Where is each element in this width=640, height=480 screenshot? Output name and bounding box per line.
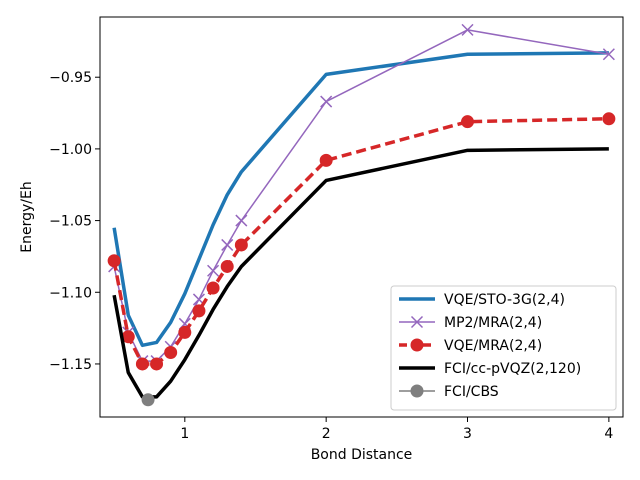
x-tick-label-3: 4 [604, 426, 613, 442]
data-point-vqe-mra-2-4-2 [135, 357, 149, 371]
data-point-vqe-mra-2-4-7 [206, 281, 220, 295]
legend-item-vqe-sto-3g-2-4: VQE/STO-3G(2,4) [399, 292, 565, 308]
legend-marker [410, 338, 424, 352]
data-point-vqe-mra-2-4-3 [150, 357, 164, 371]
y-tick-label-0: −1.15 [49, 357, 92, 373]
data-point-vqe-mra-2-4-6 [192, 304, 206, 318]
legend-label: FCI/CBS [444, 384, 499, 400]
data-point-vqe-mra-2-4-9 [234, 238, 248, 252]
x-tick-label-0: 1 [180, 426, 189, 442]
legend-marker [410, 384, 424, 398]
legend: VQE/STO-3G(2,4) MP2/MRA(2,4) VQE/MRA(2,4) F… [390, 285, 617, 411]
legend-marker [410, 315, 424, 329]
series-layer [107, 23, 616, 407]
series-vqe-mra-2-4 [107, 112, 616, 371]
y-axis-label: Energy/Eh [19, 181, 35, 252]
data-point-mp2-mra-2-4-8 [221, 238, 234, 251]
data-point-vqe-mra-2-4-12 [602, 112, 616, 126]
legend-item-fci-cc-pvqz-2-120: FCI/cc-pVQZ(2,120) [399, 361, 581, 377]
series-line-vqe-sto-3g-2-4 [112, 51, 609, 348]
data-point-vqe-mra-2-4-4 [164, 345, 178, 359]
ticks-layer: 1 2 3 4 −1.15 −1.10 −1.05 −1.00 −0.95 [49, 70, 613, 442]
data-point-fci-cbs-0 [141, 393, 155, 407]
legend-box [390, 285, 617, 411]
legend-label: MP2/MRA(2,4) [444, 315, 542, 331]
data-point-vqe-mra-2-4-10 [319, 153, 333, 167]
y-tick-label-1: −1.10 [49, 285, 92, 301]
data-point-vqe-mra-2-4-0 [107, 254, 121, 268]
y-tick-label-3: −1.00 [49, 142, 92, 158]
legend-label: FCI/cc-pVQZ(2,120) [444, 361, 581, 377]
x-tick-label-1: 2 [322, 426, 331, 442]
data-point-mp2-mra-2-4-9 [235, 214, 248, 227]
legend-label: VQE/STO-3G(2,4) [444, 292, 565, 308]
series-vqe-sto-3g-2-4 [112, 51, 609, 348]
x-tick-label-2: 3 [463, 426, 472, 442]
y-tick-label-4: −0.95 [49, 70, 92, 86]
x-axis-label: Bond Distance [311, 447, 413, 463]
legend-label: VQE/MRA(2,4) [444, 338, 542, 354]
legend-item-vqe-mra-2-4: VQE/MRA(2,4) [399, 338, 542, 354]
axes-frame [99, 16, 624, 418]
y-tick-label-2: −1.05 [49, 214, 92, 230]
legend-item-mp2-mra-2-4: MP2/MRA(2,4) [399, 315, 542, 331]
legend-item-fci-cbs: FCI/CBS [399, 384, 499, 400]
data-point-mp2-mra-2-4-12 [602, 48, 615, 61]
data-point-mp2-mra-2-4-10 [320, 95, 333, 108]
data-point-vqe-mra-2-4-8 [220, 259, 234, 273]
data-point-vqe-mra-2-4-5 [178, 325, 192, 339]
data-point-mp2-mra-2-4-11 [461, 23, 474, 36]
data-point-mp2-mra-2-4-7 [207, 264, 220, 277]
data-point-vqe-mra-2-4-11 [461, 115, 475, 129]
series-fci-cbs [141, 393, 155, 407]
